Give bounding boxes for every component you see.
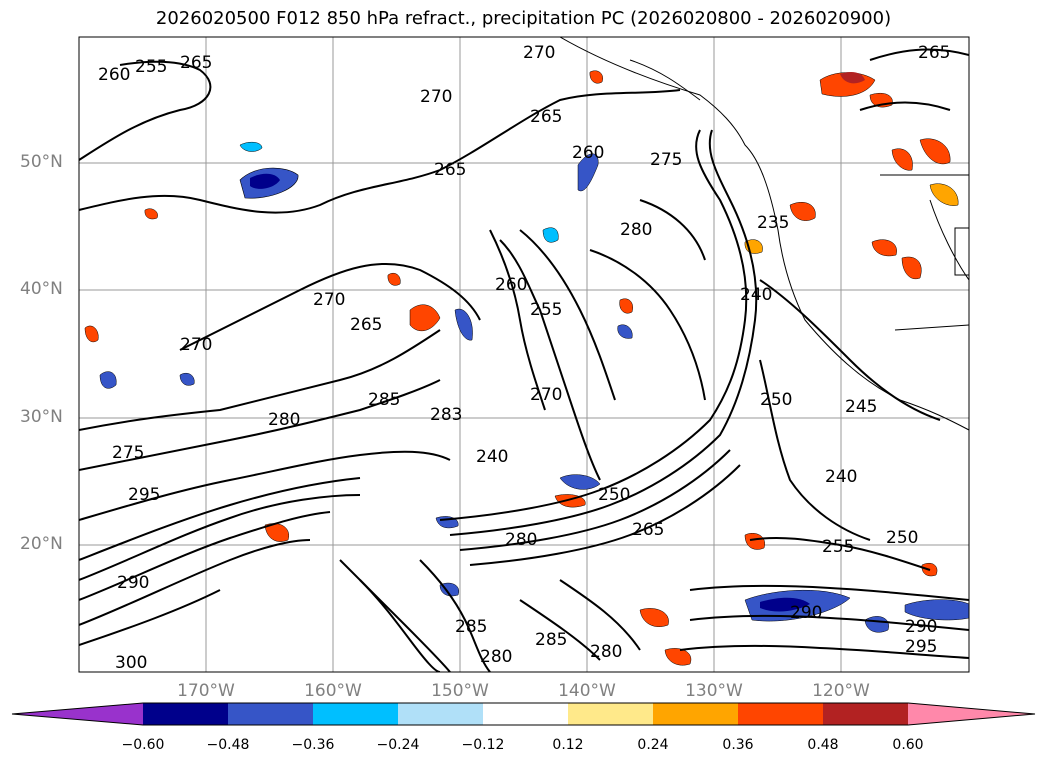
map-background (79, 37, 969, 672)
contour-label: 265 (180, 53, 212, 73)
contour-label: 280 (505, 530, 537, 550)
contour-label: 270 (530, 385, 562, 405)
lon-label: 140°W (558, 681, 616, 701)
contour-label: 265 (632, 520, 664, 540)
contour-label: 295 (128, 485, 160, 505)
colorbar-extend-high (908, 703, 1035, 725)
lat-label: 20°N (20, 534, 63, 554)
contour-label: 255 (822, 537, 854, 557)
contour-label: 285 (368, 390, 400, 410)
lon-label: 120°W (812, 681, 870, 701)
colorbar (11, 702, 1036, 726)
lon-label: 160°W (304, 681, 362, 701)
contour-label: 265 (434, 160, 466, 180)
colorbar-tick-label: 0.12 (552, 737, 584, 753)
contour-label: 275 (650, 150, 682, 170)
contour-labels: 255 265 260 270 270 265 260 275 265 265 … (98, 43, 950, 673)
contour-label: 275 (112, 443, 144, 463)
colorbar-tick-label: −0.24 (376, 737, 420, 753)
contour-label: 285 (535, 630, 567, 650)
contour-label: 280 (590, 642, 622, 662)
contour-label: 240 (825, 467, 857, 487)
colorbar-tick-label: 0.24 (637, 737, 669, 753)
colorbar-extend-low (12, 703, 143, 725)
contour-label: 280 (268, 410, 300, 430)
contour-label: 295 (905, 637, 937, 657)
colorbar-bin (228, 703, 313, 725)
contour-label: 250 (886, 528, 918, 548)
contour-label: 265 (918, 43, 950, 63)
contour-label: 270 (180, 335, 212, 355)
contour-label: 290 (905, 617, 937, 637)
contour-label: 250 (760, 390, 792, 410)
lat-label: 30°N (20, 407, 63, 427)
contour-label: 265 (530, 107, 562, 127)
lon-label: 150°W (431, 681, 489, 701)
colorbar-bin (143, 703, 228, 725)
contour-label: 260 (572, 143, 604, 163)
refractivity-contours (79, 48, 969, 672)
colorbar-bin (568, 703, 653, 725)
contour-label: 300 (115, 653, 147, 673)
contour-label: 290 (117, 573, 149, 593)
colorbar-bin (398, 703, 483, 725)
contour-label: 240 (476, 447, 508, 467)
contour-label: 285 (455, 617, 487, 637)
colorbar-tick-label: −0.36 (291, 737, 335, 753)
contour-label: 250 (598, 485, 630, 505)
colorbar-tick-label: −0.48 (206, 737, 250, 753)
contour-label: 255 (135, 57, 167, 77)
colorbar-tick-label: 0.60 (892, 737, 924, 753)
map-frame (78, 36, 970, 673)
map-content: 255 265 260 270 270 265 260 275 265 265 … (79, 37, 969, 673)
colorbar-bin (823, 703, 908, 725)
contour-label: 260 (495, 275, 527, 295)
lat-label: 50°N (20, 152, 63, 172)
contour-label: 265 (350, 315, 382, 335)
colorbar-bin (483, 703, 568, 725)
colorbar-bin (313, 703, 398, 725)
lon-label: 130°W (685, 681, 743, 701)
contour-label: 240 (740, 285, 772, 305)
map-title: 2026020500 F012 850 hPa refract., precip… (155, 8, 892, 29)
contour-label: 290 (790, 603, 822, 623)
contour-label: 280 (480, 647, 512, 667)
colorbar-bin (738, 703, 823, 725)
contour-label: 245 (845, 397, 877, 417)
contour-label: 255 (530, 300, 562, 320)
colorbar-tick-label: −0.60 (121, 737, 165, 753)
contour-label: 260 (98, 65, 130, 85)
contour-label: 270 (313, 290, 345, 310)
colorbar-tick-label: −0.12 (461, 737, 505, 753)
contour-label: 270 (523, 43, 555, 63)
colorbar-tick-label: 0.48 (807, 737, 839, 753)
colorbar-bin (653, 703, 738, 725)
lat-label: 40°N (20, 279, 63, 299)
contour-label: 283 (430, 405, 462, 425)
lon-label: 170°W (177, 681, 235, 701)
graticule (79, 37, 969, 672)
contour-label: 235 (757, 213, 789, 233)
colorbar-tick-label: 0.36 (722, 737, 754, 753)
precipitation-shading (84, 70, 969, 666)
contour-label: 270 (420, 87, 452, 107)
contour-label: 280 (620, 220, 652, 240)
